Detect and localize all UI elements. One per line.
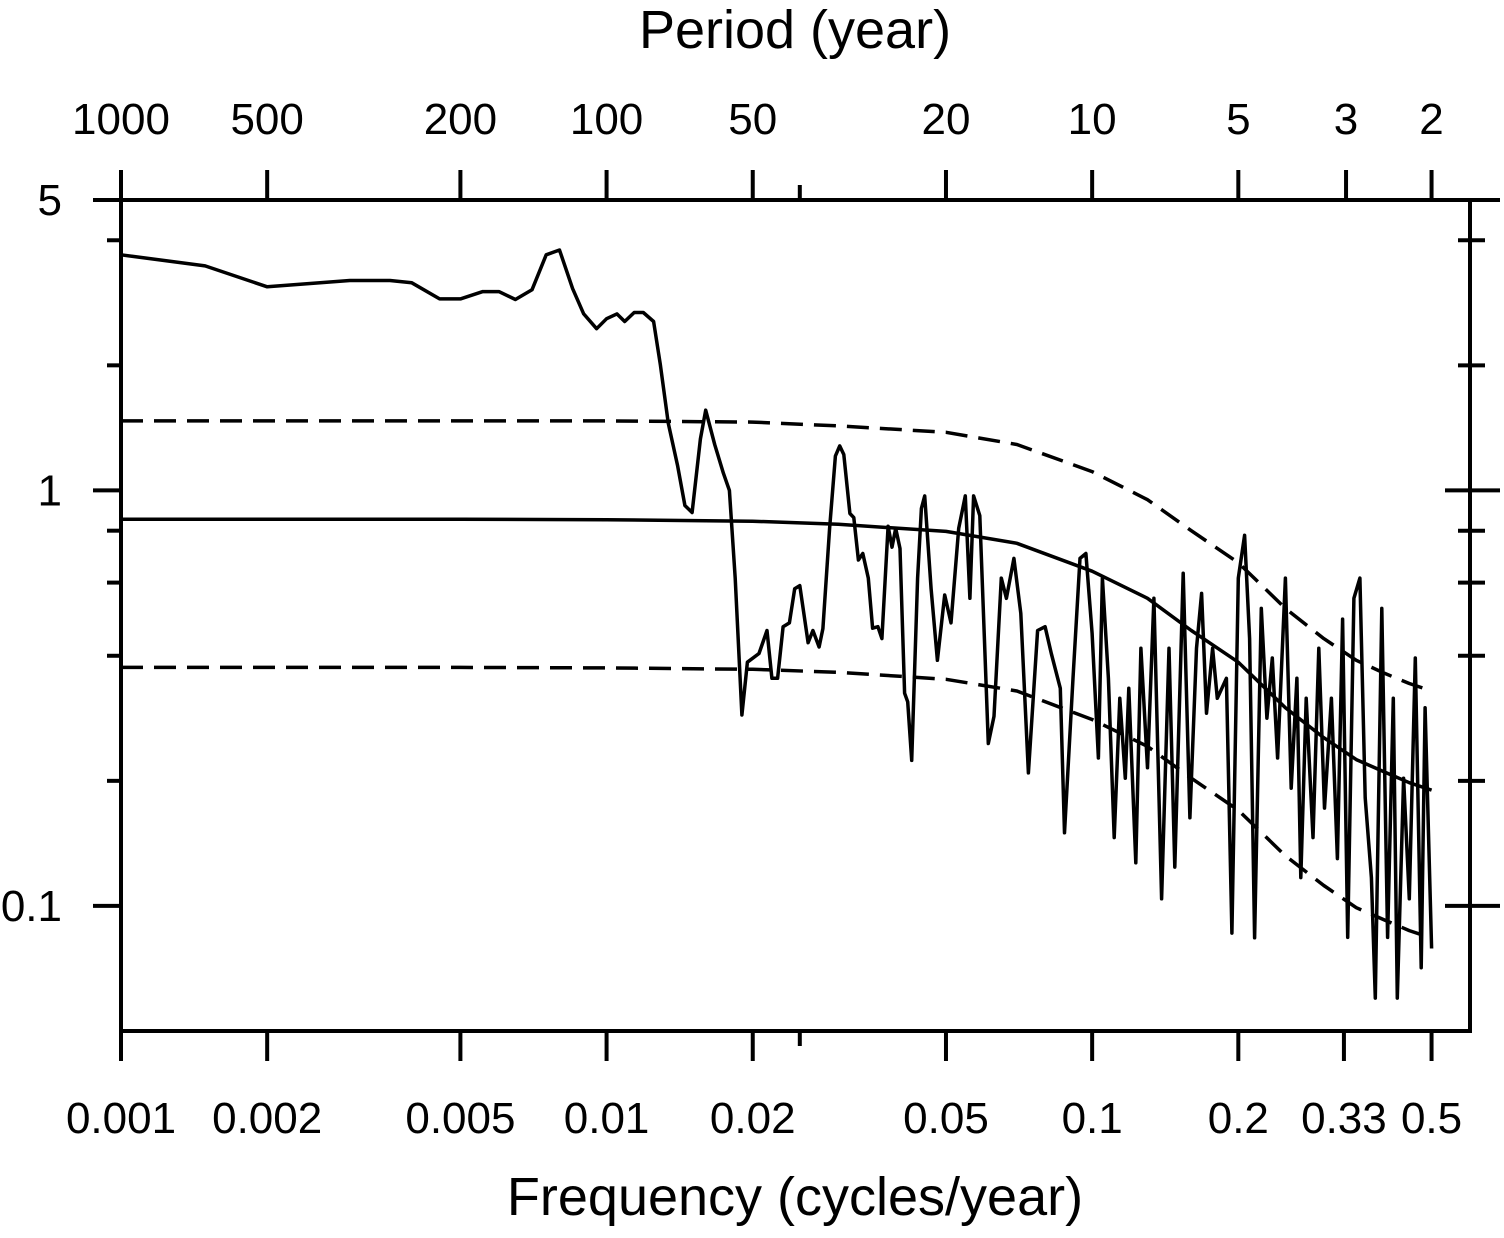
- top-tick-label: 500: [230, 95, 303, 144]
- top-tick-label: 20: [922, 95, 971, 144]
- spectrum-line: [120, 248, 1434, 1000]
- plot-frame: [119, 198, 1472, 1033]
- x-tick-label: 0.002: [212, 1094, 322, 1143]
- top-tick-label: 1000: [72, 95, 170, 144]
- confidence-line: [121, 665, 1433, 940]
- top-tick-label: 3: [1334, 95, 1358, 144]
- x-tick-label: 0.5: [1401, 1094, 1462, 1143]
- y-tick-label: 5: [38, 176, 62, 225]
- x-tick-label: 0.33: [1301, 1094, 1387, 1143]
- x-tick-label: 0.05: [903, 1094, 989, 1143]
- top-tick-label: 200: [424, 95, 497, 144]
- top-tick-label: 5: [1226, 95, 1250, 144]
- x-tick-label: 0.2: [1208, 1094, 1269, 1143]
- top-tick-label: 2: [1419, 95, 1443, 144]
- x-tick-label: 0.001: [66, 1094, 176, 1143]
- spectrum-line: [121, 517, 1433, 792]
- top-tick-label: 50: [728, 95, 777, 144]
- top-axis-label: Period (year): [639, 0, 951, 60]
- x-axis-label: Frequency (cycles/year): [507, 1167, 1083, 1227]
- top-tick-label: 10: [1068, 95, 1117, 144]
- y-tick-label: 0.1: [1, 882, 62, 931]
- y-tick-label: 1: [38, 466, 62, 515]
- x-tick-label: 0.02: [710, 1094, 796, 1143]
- top-tick-label: 100: [570, 95, 643, 144]
- x-tick-label: 0.1: [1062, 1094, 1123, 1143]
- confidence-line: [121, 419, 1433, 693]
- x-tick-label: 0.01: [564, 1094, 650, 1143]
- x-tick-label: 0.005: [405, 1094, 515, 1143]
